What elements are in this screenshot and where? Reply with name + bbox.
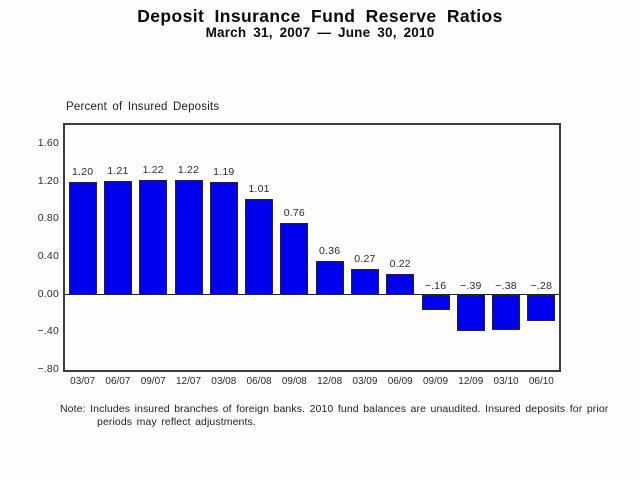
x-axis-tick-label: 03/07 <box>70 376 96 387</box>
bar-09/09 <box>421 294 450 310</box>
bar-09/07 <box>139 179 168 295</box>
zero-baseline <box>65 293 559 296</box>
x-axis-tick-label: 06/09 <box>387 376 413 387</box>
y-axis-title: Percent of Insured Deposits <box>66 101 220 113</box>
bar-value-label: 1.22 <box>142 163 164 176</box>
bar-06/09 <box>386 273 415 295</box>
y-axis-tick-label: 0.80 <box>37 212 59 225</box>
chart-subtitle: March 31, 2007 — June 30, 2010 <box>205 25 435 40</box>
x-axis-tick-label: 06/10 <box>528 376 554 387</box>
x-axis-tick-label: 12/08 <box>317 376 343 387</box>
y-axis-tick-label: 0.00 <box>37 287 59 300</box>
footnote-line-2: periods may reflect adjustments. <box>97 416 256 428</box>
footnote-text-1: Includes insured branches of foreign ban… <box>90 403 609 415</box>
bar-value-label: 1.19 <box>213 166 235 179</box>
bar-03/09 <box>350 269 379 295</box>
footnote-line-1: Note: Includes insured branches of forei… <box>60 403 608 415</box>
bar-value-label: 0.27 <box>354 253 376 266</box>
bar-value-label: 1.20 <box>72 165 94 178</box>
y-axis-tick-label: 1.20 <box>37 174 59 187</box>
bar-value-label: 0.76 <box>283 207 305 219</box>
bar-06/07 <box>103 180 132 295</box>
bar-value-label: −.28 <box>530 279 553 292</box>
x-axis-tick-label: 12/07 <box>175 376 202 387</box>
bar-value-label: −.39 <box>460 279 482 292</box>
x-axis-tick-label: 03/10 <box>493 376 519 387</box>
bar-09/08 <box>280 223 309 295</box>
chart-title: Deposit Insurance Fund Reserve Ratios <box>137 6 503 26</box>
y-axis-tick-label: −.80 <box>37 363 59 375</box>
bar-value-label: 0.22 <box>389 257 411 270</box>
y-axis-tick-label: −.40 <box>37 325 59 338</box>
bar-value-label: 0.36 <box>319 244 341 257</box>
bar-value-label: 1.01 <box>248 183 270 196</box>
bar-03/08 <box>209 182 238 295</box>
x-axis-tick-label: 03/09 <box>352 376 378 387</box>
x-axis-tick-label: 09/08 <box>281 376 307 387</box>
footnote-label: Note: <box>60 403 86 415</box>
x-axis-tick-label: 03/08 <box>211 376 237 387</box>
bar-06/10 <box>527 294 556 321</box>
bar-12/07 <box>174 179 203 295</box>
x-axis-tick-label: 06/08 <box>246 376 272 387</box>
bar-value-label: 1.21 <box>107 164 129 177</box>
y-axis-tick-label: 0.40 <box>37 249 59 262</box>
x-axis-tick-label: 09/07 <box>140 376 166 387</box>
bar-12/08 <box>315 260 344 295</box>
bar-03/07 <box>68 181 97 295</box>
x-axis-tick-label: 09/09 <box>422 376 449 387</box>
plot-area: 1.60 1.20 0.80 0.40 0.00 −.40 −.80 1.20 03/07 1.2… <box>37 123 561 387</box>
bar-03/10 <box>492 294 521 331</box>
x-axis-tick-label: 12/09 <box>458 376 484 387</box>
x-axis-tick-label: 06/07 <box>105 376 131 387</box>
bar-12/09 <box>456 294 485 332</box>
bar-value-label: 1.22 <box>177 163 200 176</box>
y-axis-tick-label: 1.60 <box>37 136 59 149</box>
bar-value-label: −.38 <box>495 279 517 292</box>
bar-06/08 <box>245 199 274 295</box>
bar-value-label: −.16 <box>424 279 447 292</box>
